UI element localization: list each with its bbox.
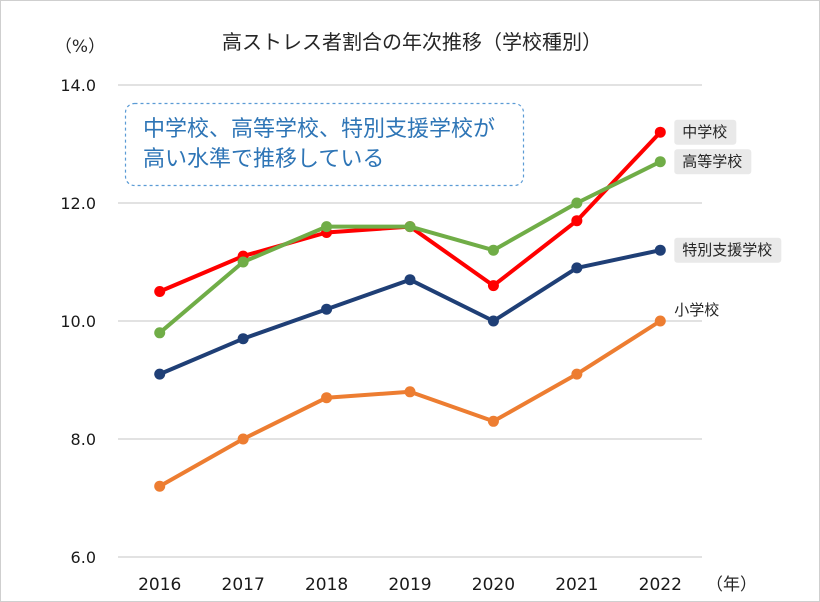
annotation-line-1: 中学校、高等学校、特別支援学校が — [143, 117, 495, 142]
series-high-school — [154, 156, 666, 339]
data-point-special-needs-2017 — [237, 333, 249, 345]
series-label-high-school: 高等学校 — [682, 153, 742, 171]
gridlines — [118, 84, 702, 558]
data-point-special-needs-2019 — [404, 274, 416, 286]
x-tick-label: 2017 — [222, 575, 265, 595]
annotation-line-2: 高い水準で推移している — [143, 147, 384, 172]
x-axis: 2016 2017 2018 2019 2020 2021 2022 — [138, 575, 682, 595]
x-tick-label: 2019 — [388, 575, 431, 595]
series-label-bg-special-needs — [674, 237, 782, 263]
x-tick-label: 2021 — [555, 575, 598, 595]
x-tick-label: 2018 — [305, 575, 348, 595]
data-point-high-school-2019 — [404, 221, 416, 233]
data-point-elementary-2022 — [654, 315, 666, 327]
data-point-special-needs-2022 — [654, 244, 666, 256]
y-axis: 6.0 8.0 10.0 12.0 14.0 — [60, 76, 96, 567]
y-tick-label: 12.0 — [60, 194, 96, 213]
x-tick-label: 2020 — [472, 575, 515, 595]
data-point-high-school-2021 — [571, 197, 583, 209]
data-point-elementary-2020 — [487, 415, 499, 427]
series-label-junior-high: 中学校 — [682, 123, 727, 141]
y-tick-label: 14.0 — [60, 76, 96, 95]
data-point-junior-high-2016 — [154, 286, 166, 297]
x-tick-label: 2016 — [138, 575, 181, 595]
data-point-elementary-2018 — [321, 392, 333, 404]
data-point-special-needs-2016 — [154, 368, 166, 380]
annotation-box — [124, 102, 525, 187]
data-point-elementary-2016 — [154, 480, 166, 492]
data-point-junior-high-2021 — [571, 215, 583, 227]
data-point-junior-high-2022 — [654, 126, 666, 138]
series-label-special-needs: 特別支援学校 — [682, 241, 772, 259]
series-elementary — [154, 315, 666, 492]
series-label-bg-high-school — [674, 149, 752, 175]
data-point-high-school-2022 — [654, 156, 666, 168]
annotation-callout: 中学校、高等学校、特別支援学校が 高い水準で推移している — [124, 102, 525, 187]
data-point-special-needs-2021 — [571, 262, 583, 274]
chart-title: 高ストレス者割合の年次推移（学校種別） — [222, 30, 602, 54]
x-tick-label: 2022 — [639, 575, 682, 595]
y-tick-label: 8.0 — [71, 430, 96, 449]
series-label-bg-junior-high — [674, 119, 737, 145]
y-tick-label: 10.0 — [60, 312, 96, 331]
data-point-elementary-2017 — [237, 433, 249, 445]
data-point-high-school-2018 — [321, 221, 333, 233]
data-point-high-school-2020 — [487, 244, 499, 256]
y-tick-label: 6.0 — [71, 548, 96, 567]
data-point-elementary-2021 — [571, 368, 583, 380]
data-point-special-needs-2018 — [321, 303, 333, 315]
series-special-needs — [154, 244, 666, 380]
data-point-special-needs-2020 — [487, 315, 499, 327]
data-point-elementary-2019 — [404, 386, 416, 398]
series-label-elementary: 小学校 — [674, 301, 719, 319]
data-point-high-school-2016 — [154, 327, 166, 339]
y-axis-unit-label: （%） — [55, 37, 105, 57]
data-point-high-school-2017 — [237, 256, 249, 268]
x-axis-unit-label: （年） — [706, 575, 757, 595]
series — [154, 126, 666, 492]
data-point-junior-high-2020 — [487, 280, 499, 292]
